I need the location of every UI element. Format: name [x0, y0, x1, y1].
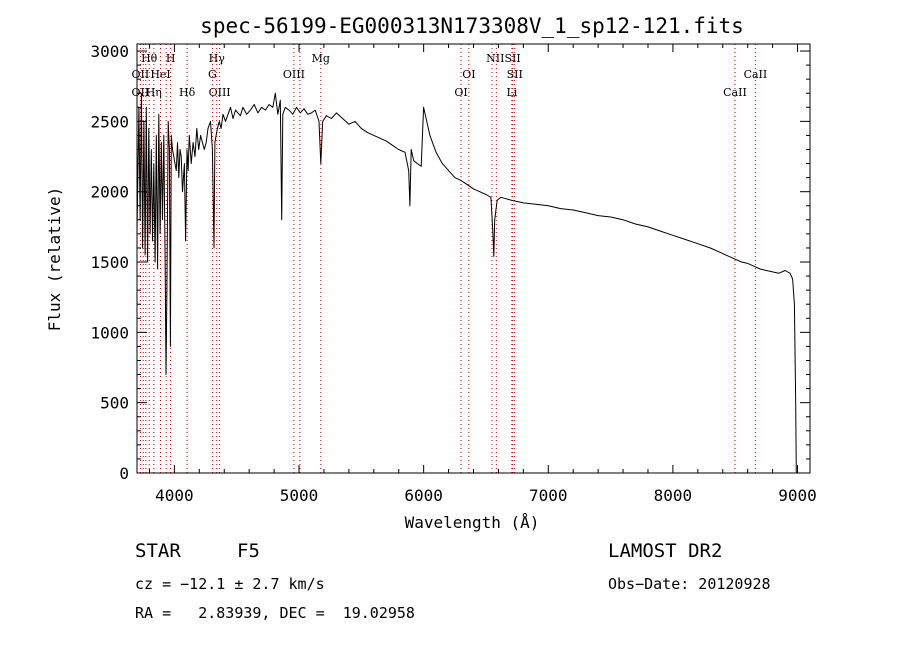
y-axis-label: Flux (relative): [45, 187, 64, 332]
spectral-line-markers: [139, 44, 756, 473]
y-tick-label: 2000: [90, 183, 129, 202]
spectral-line-label: OIII: [209, 86, 231, 99]
y-tick-label: 1500: [90, 253, 129, 272]
spectral-line-label: H: [166, 52, 176, 65]
coordinates-text: RA = 2.83939, DEC = 19.02958: [135, 604, 415, 622]
x-tick-label: 4000: [155, 486, 194, 505]
spectral-line-label: HeI: [150, 68, 170, 81]
subclass-label: F5: [237, 540, 260, 562]
spectrum-line: [136, 92, 797, 474]
spectral-line-label: Hδ: [179, 86, 196, 99]
spectral-line-label: SII: [507, 68, 523, 81]
spectral-line-label: G: [208, 68, 217, 81]
y-tick-label: 2500: [90, 112, 129, 131]
spectral-line-label: CaII: [744, 68, 768, 81]
spectrum-series: [136, 92, 797, 474]
y-tick-label: 3000: [90, 42, 129, 61]
y-tick-label: 500: [100, 394, 129, 413]
x-tick-label: 9000: [778, 486, 817, 505]
spectral-line-label: OI: [462, 68, 475, 81]
spectral-line-label: Mg: [312, 52, 330, 65]
spectral-line-label: Hθ: [141, 52, 158, 65]
y-axis: 0 500 1000 1500 2000 2500 3000: [90, 42, 810, 483]
spectral-line-label: OI: [454, 86, 467, 99]
spectral-line-label: OII: [132, 86, 150, 99]
redshift-text: cz = −12.1 ± 2.7 km/s: [135, 575, 325, 593]
chart-title: spec-56199-EG000313N173308V_1_sp12-121.f…: [200, 14, 744, 38]
y-tick-label: 0: [119, 464, 129, 483]
spectral-line-label: Li: [506, 86, 517, 99]
spectral-line-label: OII: [132, 68, 150, 81]
x-axis-label: Wavelength (Å): [405, 513, 540, 532]
spectral-line-label: NIISII: [486, 52, 521, 65]
spectral-line-label: OIII: [283, 68, 305, 81]
spectral-line-label: Hη: [146, 86, 162, 99]
obs-date-text: Obs−Date: 20120928: [608, 575, 771, 593]
spectral-line-label: Hγ: [209, 52, 226, 65]
x-axis: 4000 5000 6000 7000 8000 9000: [148, 44, 817, 505]
x-tick-label: 5000: [280, 486, 319, 505]
x-tick-label: 8000: [654, 486, 693, 505]
survey-label: LAMOST DR2: [608, 540, 723, 562]
plot-frame: [136, 43, 811, 474]
y-tick-label: 1000: [90, 323, 129, 342]
spectral-line-label: CaII: [723, 86, 747, 99]
x-tick-label: 6000: [404, 486, 443, 505]
x-tick-label: 7000: [529, 486, 568, 505]
class-label: STAR: [135, 540, 181, 562]
